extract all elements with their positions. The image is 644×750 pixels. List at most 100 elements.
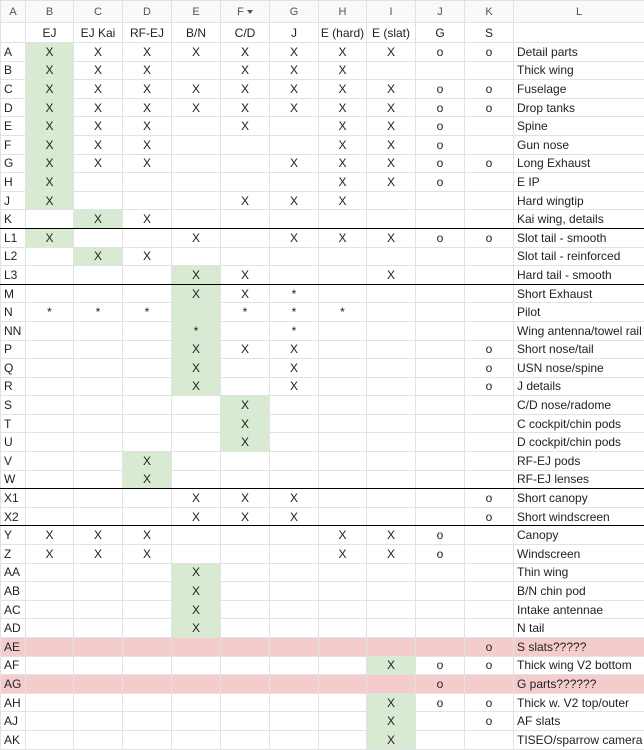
cell[interactable] — [220, 376, 270, 397]
cell[interactable]: X — [171, 506, 221, 527]
cell[interactable] — [25, 674, 74, 694]
cell[interactable]: X — [269, 60, 319, 81]
cell[interactable] — [366, 283, 416, 304]
row-label[interactable]: P — [0, 339, 26, 360]
cell[interactable]: X — [220, 488, 270, 508]
description[interactable]: Intake antennae — [513, 599, 644, 620]
cell[interactable] — [415, 562, 465, 583]
description[interactable]: Hard wingtip — [513, 190, 644, 211]
cell[interactable] — [122, 432, 172, 453]
cell[interactable]: X — [220, 395, 270, 415]
cell[interactable] — [366, 339, 416, 360]
cell[interactable]: o — [415, 227, 465, 248]
column-letter[interactable]: I — [366, 0, 416, 23]
description[interactable]: Gun nose — [513, 134, 644, 155]
cell[interactable] — [366, 302, 416, 322]
cell[interactable]: X — [25, 227, 74, 248]
column-letter[interactable]: A — [0, 0, 26, 23]
cell[interactable] — [171, 172, 221, 192]
cell[interactable] — [122, 655, 172, 676]
cell[interactable] — [25, 637, 74, 657]
cell[interactable] — [366, 376, 416, 397]
cell[interactable] — [269, 692, 319, 713]
cell[interactable] — [171, 674, 221, 694]
row-label[interactable]: M — [0, 283, 26, 304]
cell[interactable] — [122, 618, 172, 638]
cell[interactable] — [464, 581, 514, 601]
cell[interactable] — [366, 190, 416, 211]
cell[interactable]: X — [73, 246, 123, 267]
cell[interactable] — [415, 395, 465, 415]
cell[interactable]: X — [171, 339, 221, 360]
cell[interactable]: X — [220, 265, 270, 285]
column-letter[interactable]: C — [73, 0, 123, 23]
cell[interactable] — [220, 134, 270, 155]
cell[interactable] — [464, 246, 514, 267]
cell[interactable]: X — [171, 488, 221, 508]
cell[interactable]: X — [171, 79, 221, 99]
description[interactable]: Slot tail - smooth — [513, 227, 644, 248]
description[interactable]: C cockpit/chin pods — [513, 413, 644, 434]
cell[interactable]: X — [366, 655, 416, 676]
row-label[interactable]: E — [0, 116, 26, 136]
cell[interactable] — [269, 729, 319, 750]
cell[interactable] — [122, 562, 172, 583]
cell[interactable]: X — [269, 97, 319, 118]
row-label[interactable]: F — [0, 134, 26, 155]
cell[interactable] — [122, 488, 172, 508]
cell[interactable]: * — [73, 302, 123, 322]
row-label[interactable]: A — [0, 42, 26, 62]
cell[interactable]: X — [122, 79, 172, 99]
description[interactable]: Short windscreen — [513, 506, 644, 527]
cell[interactable] — [269, 116, 319, 136]
cell[interactable] — [220, 637, 270, 657]
cell[interactable] — [25, 692, 74, 713]
cell[interactable] — [73, 227, 123, 248]
cell[interactable] — [171, 711, 221, 731]
cell[interactable] — [269, 544, 319, 564]
cell[interactable] — [171, 134, 221, 155]
description[interactable]: Wing antenna/towel rail — [513, 320, 644, 341]
row-label[interactable]: C — [0, 79, 26, 99]
cell[interactable]: X — [220, 506, 270, 527]
cell[interactable] — [73, 339, 123, 360]
filter-icon[interactable] — [246, 9, 253, 14]
cell[interactable]: X — [220, 60, 270, 81]
cell[interactable] — [220, 320, 270, 341]
cell[interactable]: X — [25, 190, 74, 211]
cell[interactable] — [415, 637, 465, 657]
cell[interactable] — [415, 339, 465, 360]
cell[interactable] — [171, 451, 221, 471]
cell[interactable] — [318, 209, 367, 229]
column-letter[interactable]: J — [415, 0, 465, 23]
cell[interactable] — [171, 544, 221, 564]
cell[interactable] — [464, 134, 514, 155]
column-letter[interactable]: E — [171, 0, 221, 23]
cell[interactable] — [269, 525, 319, 546]
description[interactable]: Hard tail - smooth — [513, 265, 644, 285]
row-label[interactable]: Q — [0, 358, 26, 378]
cell[interactable] — [318, 469, 367, 490]
cell[interactable] — [171, 469, 221, 490]
cell[interactable]: X — [220, 283, 270, 304]
cell[interactable] — [318, 674, 367, 694]
cell[interactable] — [25, 246, 74, 267]
cell[interactable] — [415, 60, 465, 81]
cell[interactable] — [318, 488, 367, 508]
cell[interactable] — [73, 637, 123, 657]
cell[interactable] — [220, 172, 270, 192]
cell[interactable] — [122, 581, 172, 601]
description[interactable]: RF-EJ pods — [513, 451, 644, 471]
cell[interactable] — [464, 544, 514, 564]
cell[interactable]: X — [25, 60, 74, 81]
row-label[interactable]: R — [0, 376, 26, 397]
description[interactable]: G parts?????? — [513, 674, 644, 694]
cell[interactable] — [220, 544, 270, 564]
cell[interactable]: X — [73, 60, 123, 81]
cell[interactable] — [269, 618, 319, 638]
cell[interactable] — [122, 265, 172, 285]
cell[interactable] — [25, 599, 74, 620]
cell[interactable]: X — [122, 60, 172, 81]
row-label[interactable]: L3 — [0, 265, 26, 285]
description[interactable]: Fuselage — [513, 79, 644, 99]
